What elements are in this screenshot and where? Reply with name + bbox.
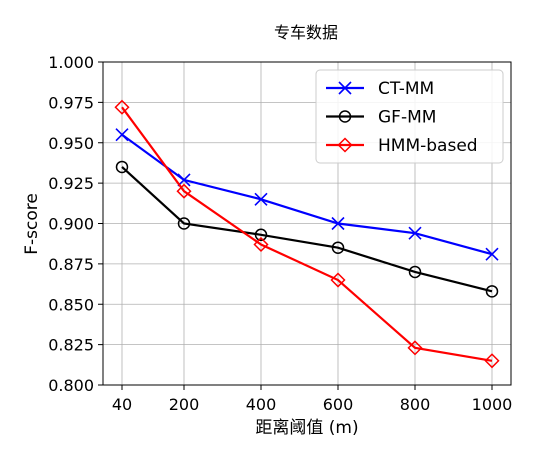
x-tick-label: 200: [169, 395, 200, 414]
y-tick-label: 0.875: [48, 255, 94, 274]
y-axis-label: F-score: [22, 193, 42, 255]
series-line: [121, 106, 493, 362]
y-tick-label: 0.850: [48, 295, 94, 314]
y-tick-label: 1.000: [48, 53, 94, 72]
data-point: [176, 183, 192, 199]
x-tick-label: 1000: [472, 395, 513, 414]
x-axis: 40 200 400 600 800 1000: [112, 385, 513, 414]
legend: CT-MM GF-MM HMM-based: [315, 69, 504, 164]
series-ct-mm: [115, 128, 499, 261]
data-point: [330, 272, 346, 288]
legend-marker: [337, 137, 353, 153]
legend-label: GF-MM: [378, 108, 436, 128]
legend-marker: [338, 110, 352, 123]
legend-item: CT-MM: [326, 79, 434, 99]
y-tick-label: 0.800: [48, 376, 94, 395]
data-point: [115, 128, 129, 142]
data-point: [115, 160, 129, 174]
legend-label: CT-MM: [378, 79, 434, 99]
data-point: [331, 241, 345, 254]
series-gf-mm: [115, 160, 499, 298]
series-line: [121, 133, 493, 256]
data-point: [485, 247, 499, 261]
y-tick-label: 0.950: [48, 134, 94, 153]
x-tick-label: 400: [246, 395, 277, 414]
y-tick-label: 0.975: [48, 93, 94, 112]
data-point: [177, 217, 191, 230]
data-point: [407, 340, 423, 356]
data-point: [177, 173, 191, 187]
legend-item: GF-MM: [326, 108, 436, 128]
data-point: [253, 236, 269, 253]
data-point: [331, 216, 345, 231]
series-hmm-based: [114, 99, 500, 369]
data-point: [485, 285, 499, 298]
y-tick-label: 0.925: [48, 174, 94, 193]
chart-title: 专车数据: [274, 23, 338, 42]
x-tick-label: 600: [323, 395, 354, 414]
x-tick-label: 800: [400, 395, 431, 414]
data-point: [254, 192, 268, 206]
legend-marker: [338, 81, 352, 95]
y-axis: 0.800 0.825 0.850 0.875 0.900 0.925 0.950 0.975…: [48, 53, 103, 395]
data-point: [408, 265, 422, 279]
x-axis-label: 距离阈值 (m): [255, 418, 358, 438]
data-point: [408, 226, 422, 240]
legend-item: HMM-based: [326, 136, 478, 156]
legend-box: [315, 69, 504, 164]
x-tick-label: 40: [112, 395, 132, 414]
series-layer: [114, 99, 500, 369]
y-tick-label: 0.900: [48, 215, 94, 234]
y-tick-label: 0.825: [48, 336, 94, 355]
data-point: [114, 99, 130, 115]
legend-label: HMM-based: [378, 136, 478, 156]
data-point: [254, 228, 268, 242]
data-point: [484, 353, 500, 369]
series-line: [121, 166, 493, 293]
